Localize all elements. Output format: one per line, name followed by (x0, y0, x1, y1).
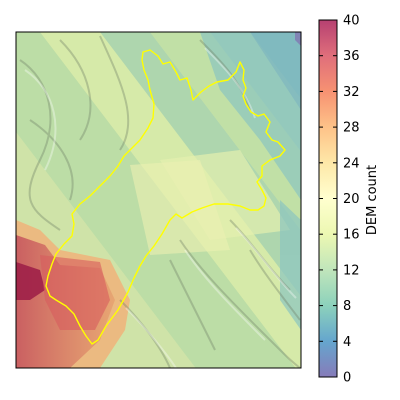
plot-frame (15, 31, 302, 369)
colorbar-tick-label: 4 (343, 335, 351, 350)
colorbar-tick-label: 32 (343, 85, 360, 100)
coverage-stripes (16, 32, 301, 368)
colorbar-tick-label: 28 (343, 121, 360, 136)
high-count-zone (16, 220, 130, 368)
colorbar-tick-label: 8 (343, 299, 351, 314)
colorbar-tick-label: 16 (343, 228, 360, 243)
colorbar-ticks: 0 4 8 12 16 20 24 28 32 36 40 (319, 14, 360, 386)
colorbar-tick-label: 0 (343, 371, 351, 386)
glacier-outline (45, 49, 286, 345)
hillshade (19, 35, 301, 368)
hillshade-light (24, 47, 297, 368)
colorbar-tick-label: 24 (343, 156, 360, 171)
colorbar-tick-label: 20 (343, 192, 360, 207)
colorbar-tick-label: 12 (343, 263, 360, 278)
colorbar-tick-label: 36 (343, 49, 360, 64)
colorbar-tick-label: 40 (343, 14, 360, 29)
colorbar-label: DEM count (365, 165, 380, 235)
map-panel (16, 32, 301, 368)
colorbar-gradient (319, 20, 337, 377)
colorbar: 0 4 8 12 16 20 24 28 32 36 40 DEM count (318, 14, 380, 386)
